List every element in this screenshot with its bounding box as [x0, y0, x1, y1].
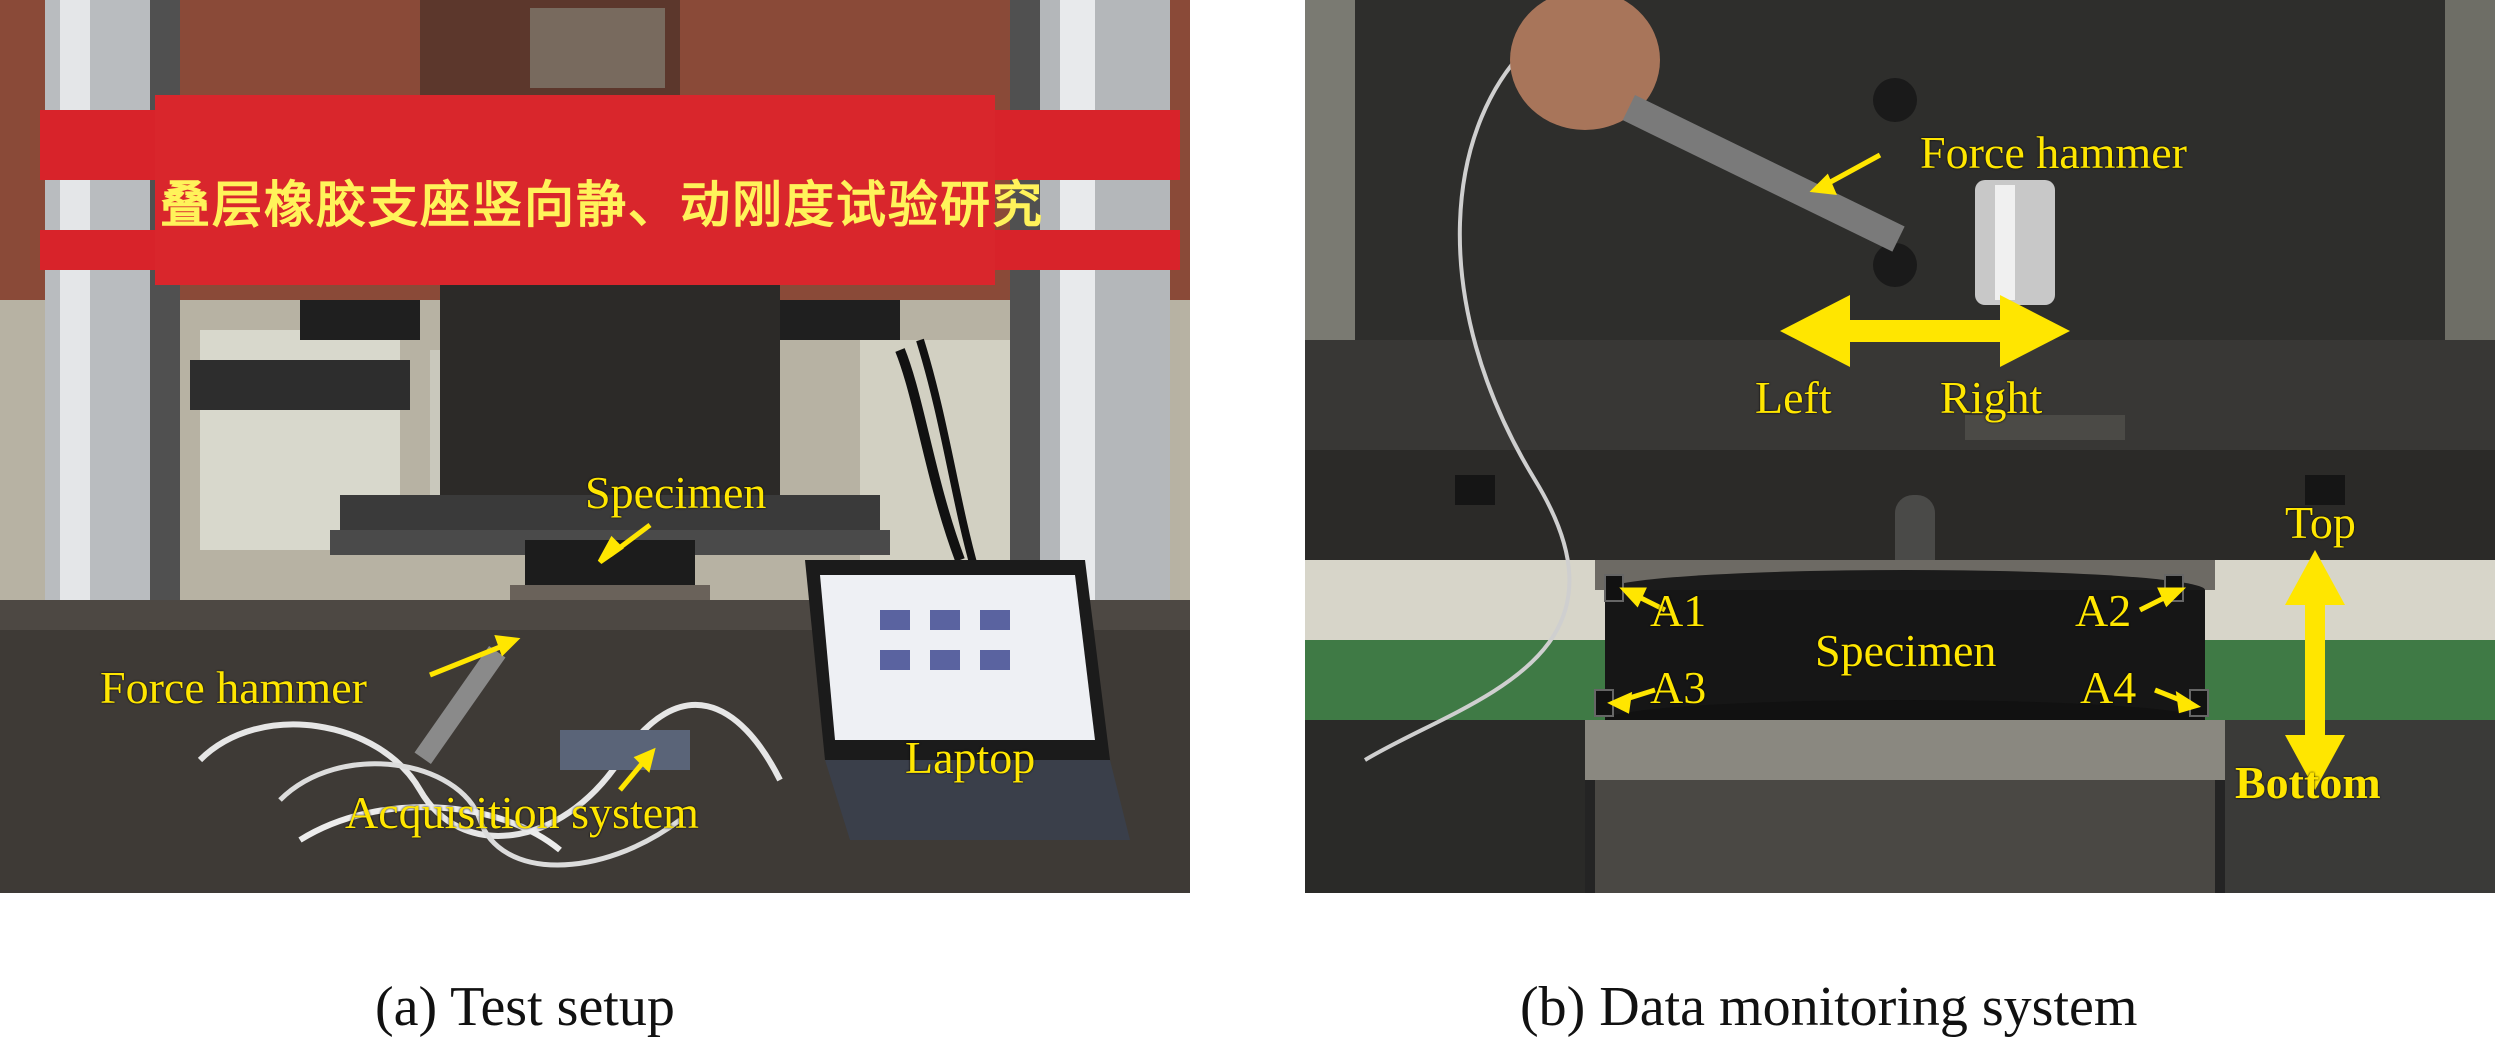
label-specimen: Specimen: [585, 467, 767, 518]
test-setup-photo: [0, 0, 1190, 893]
label-specimen: Specimen: [1815, 625, 1997, 676]
label-a3: A3: [1650, 662, 1707, 713]
monitoring-photo: [1305, 0, 2495, 893]
label-a4: A4: [2080, 662, 2137, 713]
photo-data-monitoring: Force hammer Left Right Top Bottom Speci…: [1305, 0, 2495, 893]
label-left: Left: [1755, 372, 1832, 423]
label-a1: A1: [1650, 585, 1707, 636]
label-force-hammer: Force hammer: [100, 662, 367, 713]
photo-test-setup: 叠层橡胶支座竖向静、动刚度试验研究 Specimen Force hammer …: [0, 0, 1190, 893]
label-a2: A2: [2075, 585, 2132, 636]
banner-text: 叠层橡胶支座竖向静、动刚度试验研究: [160, 176, 1044, 234]
label-acquisition-system: Acquisition system: [345, 787, 699, 838]
label-force-hammer: Force hammer: [1920, 127, 2187, 178]
label-right: Right: [1940, 372, 2043, 423]
caption-data-monitoring: (b) Data monitoring system: [1520, 976, 2138, 1038]
label-bottom: Bottom: [2235, 757, 2381, 808]
caption-test-setup: (a) Test setup: [375, 976, 675, 1038]
label-top: Top: [2285, 497, 2356, 548]
label-laptop: Laptop: [905, 732, 1036, 783]
